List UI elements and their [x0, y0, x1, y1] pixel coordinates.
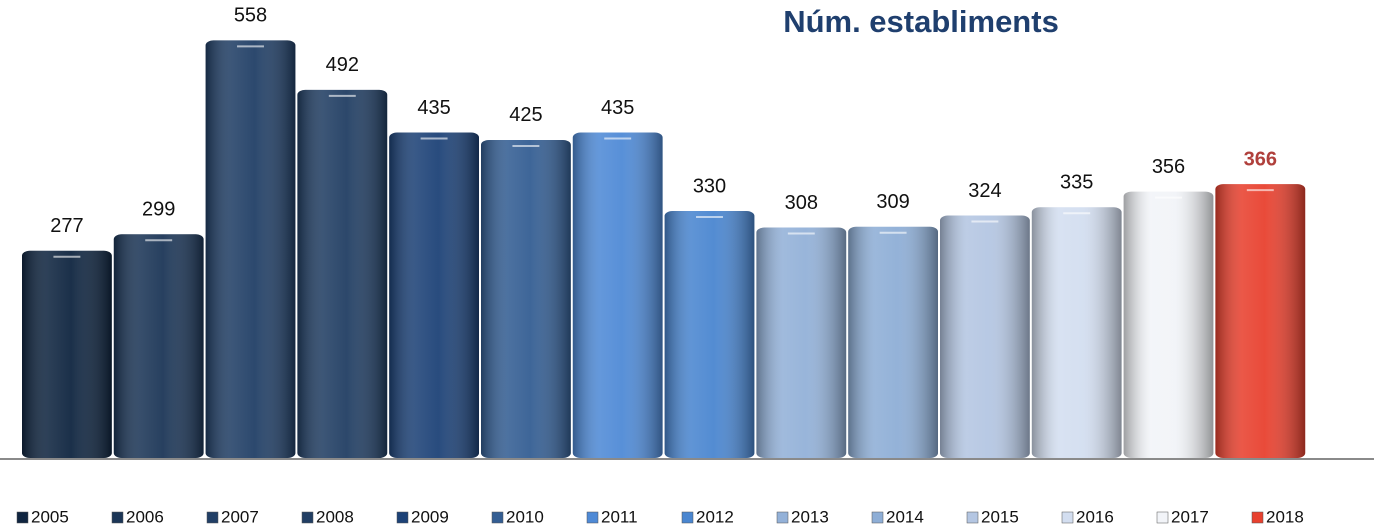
legend-swatch: [586, 511, 599, 524]
legend-label: 2012: [696, 507, 734, 526]
value-label: 335: [1060, 172, 1093, 194]
legend-swatch: [1061, 511, 1074, 524]
legend-label: 2018: [1266, 507, 1304, 526]
legend-label: 2015: [981, 507, 1019, 526]
bar-shade: [389, 132, 479, 458]
value-label: 356: [1152, 156, 1185, 178]
bar-shade: [113, 234, 204, 458]
legend-label: 2005: [31, 507, 69, 526]
value-label: 330: [693, 175, 726, 197]
legend-label: 2014: [886, 507, 924, 526]
value-label: 425: [509, 104, 542, 126]
legend-swatch: [491, 511, 504, 524]
bar-shade: [756, 227, 847, 458]
bar-shade: [481, 139, 571, 459]
bar-shade: [1031, 207, 1122, 458]
legend-label: 2017: [1171, 507, 1209, 526]
value-label: 299: [142, 199, 175, 221]
legend-swatch: [206, 511, 219, 524]
value-label: 324: [968, 180, 1001, 202]
legend-swatch: [681, 511, 694, 524]
legend-swatch: [966, 511, 979, 524]
value-label: 558: [234, 5, 267, 27]
bar-shade: [572, 132, 663, 458]
value-label: 309: [876, 191, 909, 213]
bar-shade: [1215, 184, 1306, 459]
legend-label: 2006: [126, 507, 164, 526]
legend-swatch: [301, 511, 314, 524]
bar-shade: [297, 89, 388, 458]
bar-shade: [205, 40, 296, 459]
legend-swatch: [1156, 511, 1169, 524]
legend-swatch: [871, 511, 884, 524]
bar-shade: [848, 226, 938, 458]
legend-swatch: [776, 511, 789, 524]
legend-swatch: [1251, 511, 1264, 524]
value-label: 492: [326, 54, 359, 76]
legend-label: 2011: [601, 507, 638, 526]
legend-swatch: [111, 511, 124, 524]
legend-label: 2016: [1076, 507, 1114, 526]
value-label: 366: [1244, 148, 1277, 170]
legend-label: 2010: [506, 507, 544, 526]
bar-shade: [664, 211, 755, 458]
value-label: 435: [601, 97, 634, 119]
legend-label: 2007: [221, 507, 259, 526]
bar-shade: [1123, 191, 1214, 459]
legend-swatch: [396, 511, 409, 524]
value-label: 308: [785, 192, 818, 214]
bar-shade: [22, 250, 112, 458]
value-label: 435: [417, 97, 450, 119]
legend-label: 2013: [791, 507, 829, 526]
bar-shade: [940, 215, 1030, 458]
value-label: 277: [50, 215, 83, 237]
chart-title: Núm. establiments: [783, 4, 1059, 39]
legend-label: 2009: [411, 507, 449, 526]
legend-label: 2008: [316, 507, 354, 526]
legend-swatch: [16, 511, 29, 524]
